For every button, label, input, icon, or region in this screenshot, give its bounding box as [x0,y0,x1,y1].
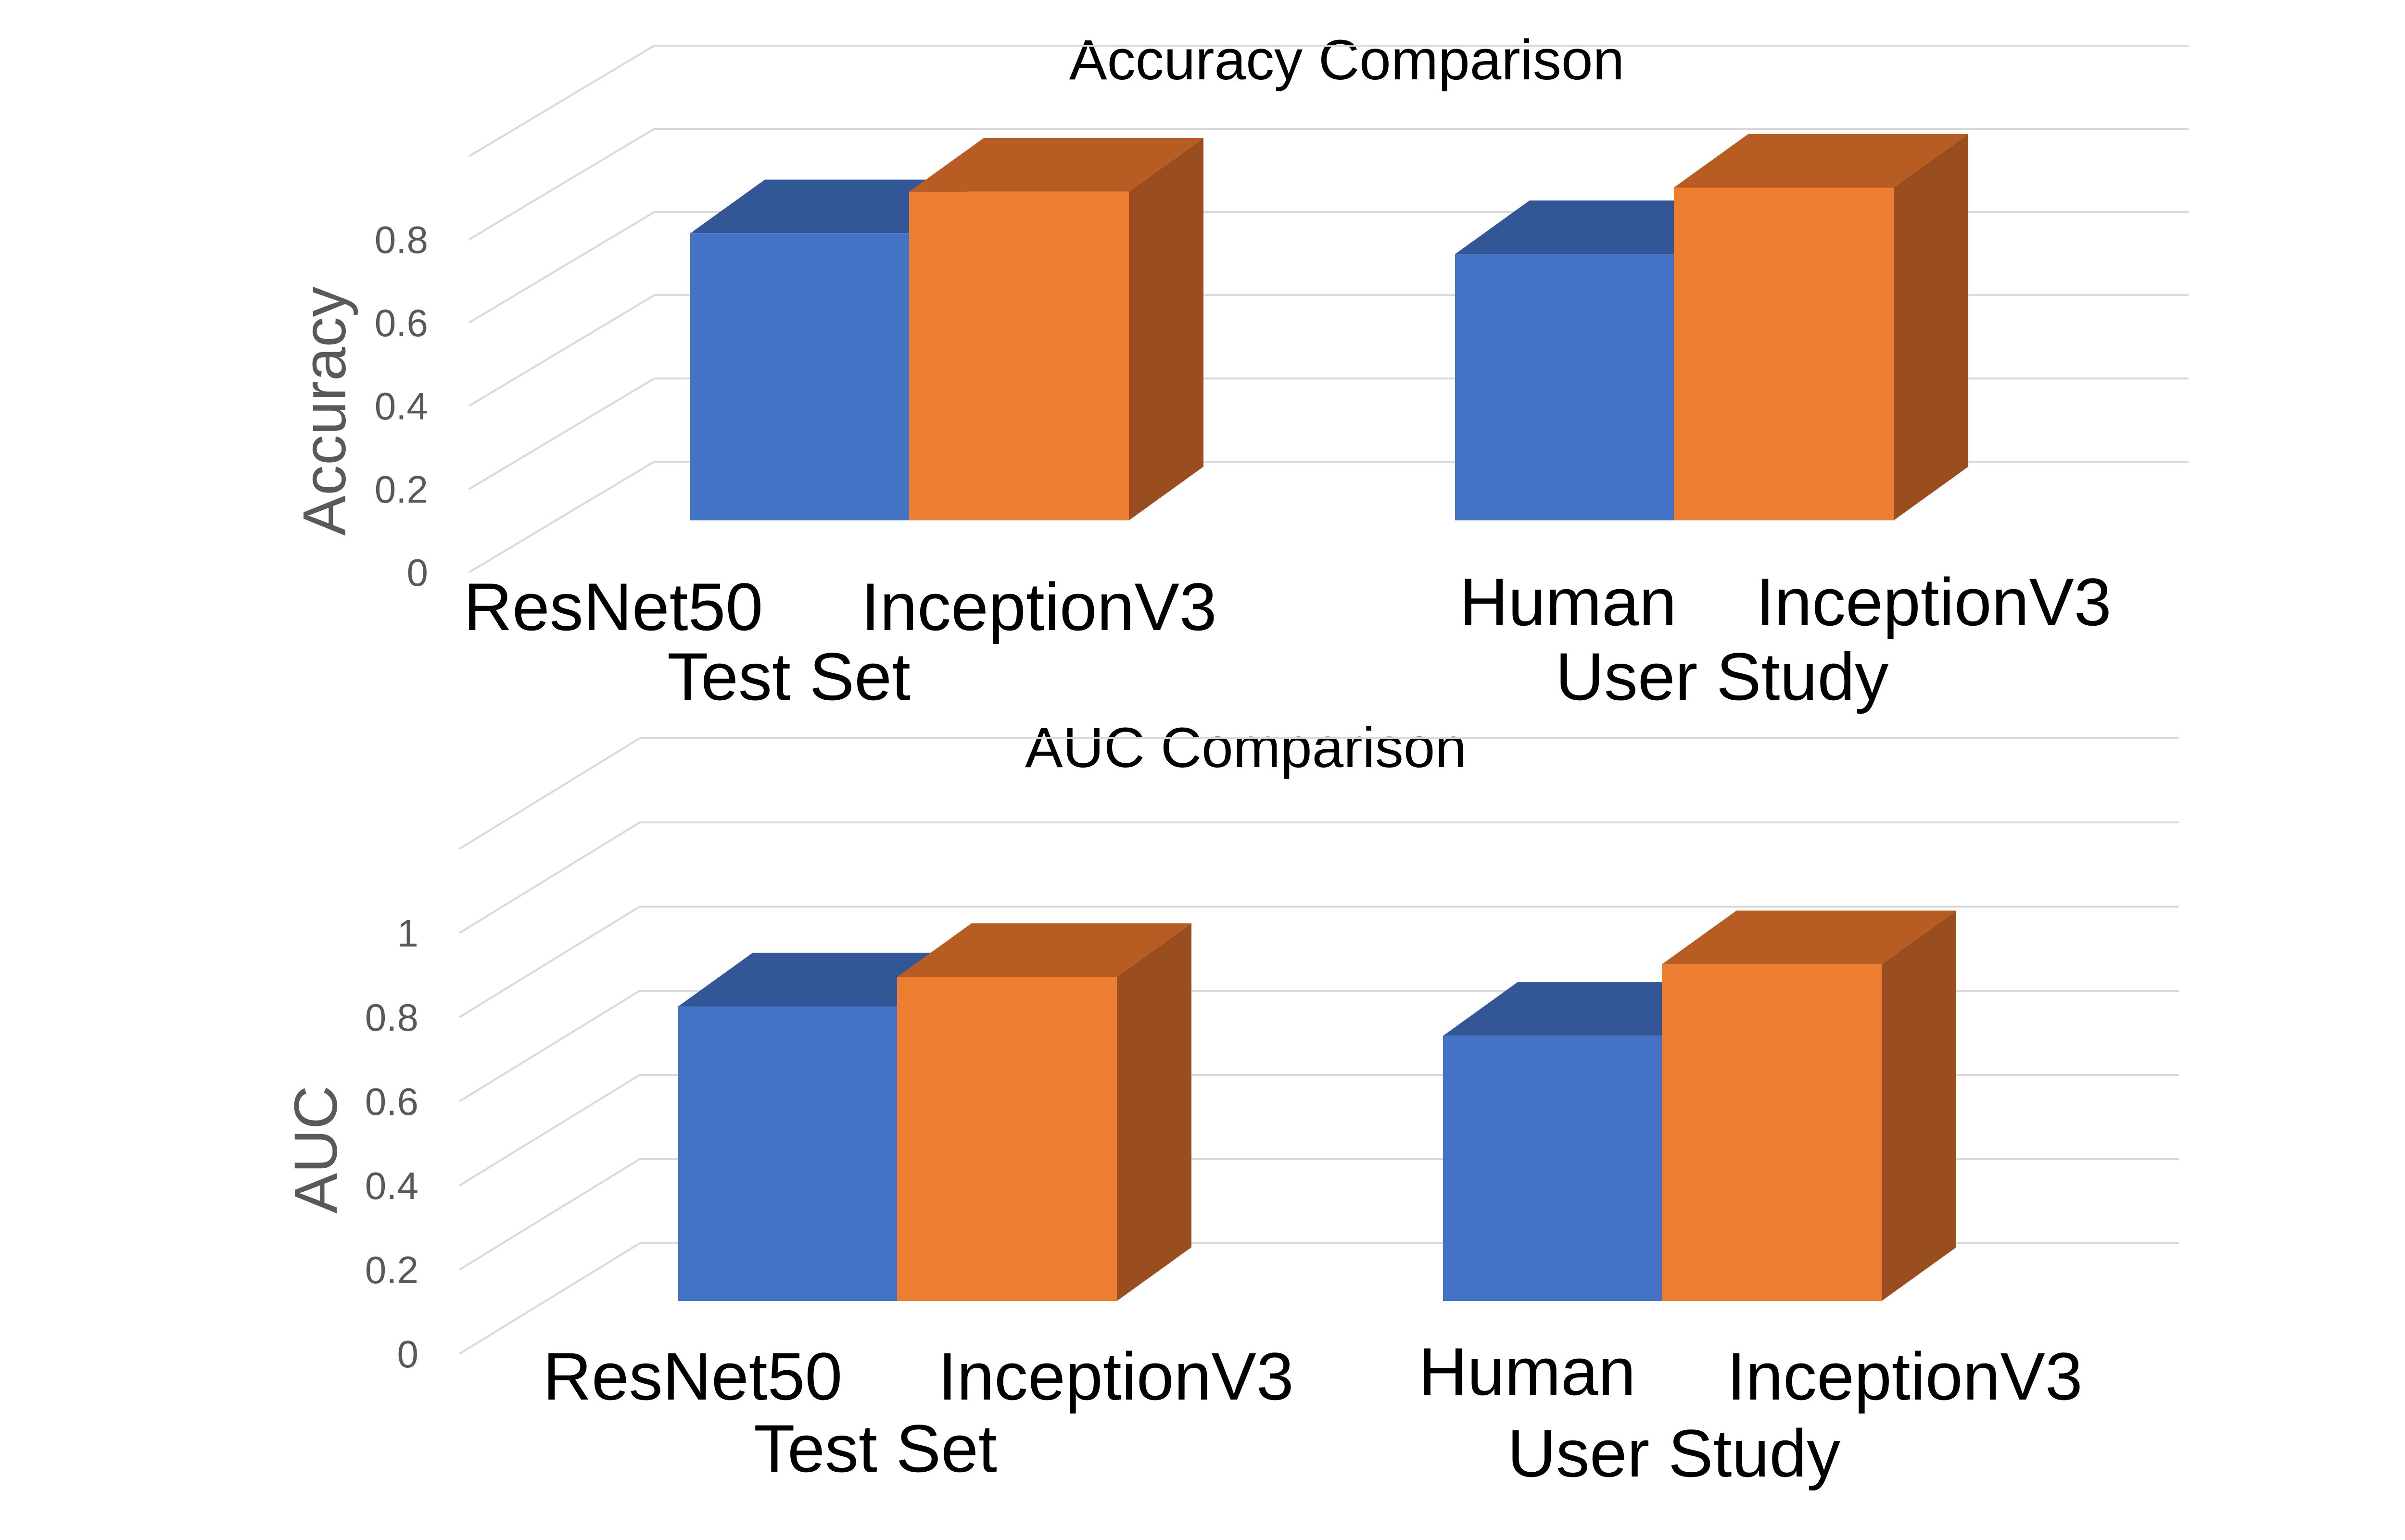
accuracy-cat-label-inceptionv3-user: InceptionV3 [1756,564,2111,640]
accuracy-y-ticks: 0 0.2 0.4 0.6 0.8 [375,218,428,594]
accuracy-y-axis-label: Accuracy [291,287,358,536]
auc-cat-label-inceptionv3-test: InceptionV3 [938,1338,1293,1414]
auc-bar-top [1662,910,1956,964]
accuracy-bar-front [690,233,910,520]
auc-gridline [458,821,2179,934]
accuracy-cat-label-resnet50: ResNet50 [464,569,763,644]
auc-y-tick-label: 1 [397,912,419,955]
auc-cat-label-inceptionv3-user: InceptionV3 [1727,1338,2082,1414]
auc-bar-side [1117,923,1191,1301]
auc-chart: AUC Comparison AUC 0 0.2 0.4 0.6 0.8 1 ResNet… [282,716,2179,1491]
auc-group-label-test-set: Test Set [754,1411,997,1486]
accuracy-bar-front [1674,188,1894,520]
auc-chart-title: AUC Comparison [1025,716,1467,780]
auc-bar-front [1443,1035,1663,1301]
auc-bar-1-1 [1662,910,1956,1301]
accuracy-group-label-test-set: Test Set [667,639,911,714]
auc-gridline [458,737,2179,850]
accuracy-bar-top [909,138,1203,192]
auc-y-ticks: 0 0.2 0.4 0.6 0.8 1 [365,912,418,1376]
accuracy-gridline [468,128,2189,240]
accuracy-gridline [468,45,2189,157]
auc-y-tick-label: 0.4 [365,1164,418,1207]
auc-bar-0-1 [897,923,1191,1301]
accuracy-bars [690,134,1968,520]
auc-bar-side [1882,910,1956,1301]
auc-y-tick-label: 0.8 [365,996,418,1039]
accuracy-chart: Accuracy Comparison Accuracy 00.20.40.60… [291,28,2189,714]
auc-y-axis-label: AUC [282,1086,350,1213]
auc-bar-front [897,977,1117,1301]
accuracy-cat-label-human: Human [1459,564,1676,640]
accuracy-bar-front [1455,254,1675,520]
accuracy-bar-front [909,191,1129,520]
accuracy-bar-0-0 [690,179,985,520]
accuracy-y-tick-label: 0.8 [375,218,428,261]
accuracy-bar-0-1 [909,138,1203,520]
auc-bar-front [678,1006,898,1301]
accuracy-y-tick-label: 0 [407,551,429,594]
auc-gridline [458,906,2179,1018]
auc-cat-label-resnet50: ResNet50 [543,1338,843,1414]
accuracy-bar-top [1674,134,1968,188]
accuracy-y-tick-label: 0.2 [375,468,428,511]
accuracy-bar-1-1 [1674,134,1968,520]
auc-cat-label-human: Human [1418,1334,1635,1409]
auc-y-tick-label: 0 [397,1333,419,1376]
accuracy-y-tick-label: 0.4 [375,385,428,428]
accuracy-y-tick-label: 0.6 [375,302,428,344]
accuracy-cat-label-inceptionv3-test: InceptionV3 [861,569,1216,644]
accuracy-bar-side [1894,134,1968,520]
auc-y-tick-label: 0.2 [365,1249,418,1291]
auc-group-label-user-study: User Study [1507,1415,1840,1491]
accuracy-group-label-user-study: User Study [1556,639,1888,714]
auc-bar-front [1662,964,1882,1301]
auc-bar-top [897,923,1191,977]
accuracy-bar-side [1129,138,1203,520]
auc-bars [678,910,1956,1301]
accuracy-chart-title: Accuracy Comparison [1069,28,1624,92]
accuracy-bar-1-0 [1455,200,1749,520]
auc-y-tick-label: 0.6 [365,1080,418,1123]
